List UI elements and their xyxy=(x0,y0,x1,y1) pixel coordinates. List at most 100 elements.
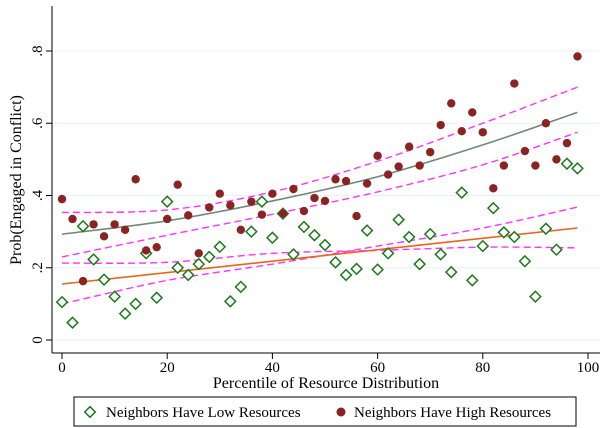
data-point-low-resources xyxy=(213,240,227,254)
data-point-low-resources xyxy=(202,250,216,264)
data-point-low-resources xyxy=(476,239,490,253)
x-tick-label: 100 xyxy=(577,360,600,376)
legend-marker-high xyxy=(336,407,346,417)
fit-lines xyxy=(61,111,578,285)
data-point-low-resources xyxy=(160,195,174,209)
data-point-high-resources xyxy=(499,161,509,170)
data-point-high-resources xyxy=(141,246,151,255)
data-point-high-resources xyxy=(120,225,130,235)
data-point-high-resources xyxy=(510,79,519,88)
data-point-high-resources xyxy=(478,128,487,137)
data-point-low-resources xyxy=(244,225,258,238)
fit-line xyxy=(61,227,578,285)
data-point-low-resources xyxy=(455,186,469,199)
y-tick-label: .6 xyxy=(30,117,46,129)
data-point-low-resources xyxy=(497,225,511,239)
ci-line xyxy=(61,206,578,305)
data-point-high-resources xyxy=(278,209,288,218)
data-point-high-resources xyxy=(552,155,561,164)
plot-area xyxy=(50,6,602,353)
data-point-low-resources xyxy=(308,228,321,242)
data-point-high-resources xyxy=(426,147,435,157)
axes xyxy=(51,6,600,354)
data-point-high-resources xyxy=(404,142,414,151)
y-tick-label: .8 xyxy=(30,45,46,56)
legend: Neighbors Have Low Resources Neighbors H… xyxy=(73,396,577,427)
data-point-low-resources xyxy=(266,231,279,245)
x-tick-label: 40 xyxy=(265,360,280,376)
data-point-high-resources xyxy=(341,176,351,186)
data-point-low-resources xyxy=(318,238,332,252)
ci-line xyxy=(61,86,578,214)
data-point-low-resources xyxy=(444,265,458,279)
x-axis-label: Percentile of Resource Distribution xyxy=(213,375,439,392)
x-tick-label: 0 xyxy=(58,360,66,376)
data-point-low-resources xyxy=(392,213,406,227)
data-point-high-resources xyxy=(531,161,540,170)
data-point-high-resources xyxy=(78,276,88,286)
data-point-high-resources xyxy=(289,184,298,194)
data-point-high-resources xyxy=(415,161,424,170)
y-tick-label: 0 xyxy=(30,336,46,344)
data-point-low-resources xyxy=(118,307,132,320)
legend-marker-low xyxy=(83,405,97,419)
data-point-high-resources xyxy=(215,189,224,198)
data-point-high-resources xyxy=(468,108,477,117)
data-point-high-resources xyxy=(573,52,582,61)
data-point-high-resources xyxy=(226,201,235,210)
y-ticks: 0 .2 .4 .6 .8 xyxy=(30,45,52,344)
data-point-high-resources xyxy=(89,220,98,229)
x-tick-label: 60 xyxy=(370,360,385,376)
data-point-high-resources xyxy=(236,225,246,235)
x-tick-label: 80 xyxy=(475,360,490,376)
data-point-low-resources xyxy=(223,294,237,308)
data-point-low-resources xyxy=(571,162,584,175)
data-point-low-resources xyxy=(539,222,553,236)
data-point-high-resources xyxy=(520,146,530,156)
data-point-high-resources xyxy=(247,197,256,206)
data-point-high-resources xyxy=(163,214,172,224)
data-point-high-resources xyxy=(184,211,193,220)
data-point-low-resources xyxy=(97,273,111,287)
data-point-high-resources xyxy=(99,232,109,241)
data-point-high-resources xyxy=(257,210,267,219)
data-point-low-resources xyxy=(423,227,437,241)
data-point-high-resources xyxy=(383,170,393,179)
data-point-high-resources xyxy=(173,180,182,189)
data-point-low-resources xyxy=(192,257,206,271)
data-point-high-resources xyxy=(320,196,330,206)
data-point-low-resources xyxy=(560,157,574,171)
data-point-high-resources xyxy=(268,189,277,198)
data-point-low-resources xyxy=(108,290,121,304)
data-point-high-resources xyxy=(310,193,319,203)
data-point-high-resources xyxy=(362,179,372,188)
data-point-low-resources xyxy=(287,248,300,261)
data-point-low-resources xyxy=(371,263,384,276)
data-point-high-resources xyxy=(352,211,361,221)
data-point-low-resources xyxy=(234,280,248,294)
y-axis-label: Prob(Engaged in Conflict) xyxy=(8,95,25,265)
data-point-high-resources xyxy=(331,175,340,184)
data-point-high-resources xyxy=(299,206,309,216)
data-point-high-resources xyxy=(110,220,119,229)
data-point-high-resources xyxy=(194,249,203,258)
data-point-low-resources xyxy=(434,248,448,261)
data-point-high-resources xyxy=(205,203,214,212)
legend-label-low: Neighbors Have Low Resources xyxy=(106,405,301,421)
data-point-low-resources xyxy=(150,291,164,305)
data-point-low-resources xyxy=(339,268,353,282)
data-point-high-resources xyxy=(68,214,77,224)
data-point-low-resources xyxy=(181,268,195,282)
gridlines xyxy=(52,50,600,341)
data-point-low-resources xyxy=(486,201,500,215)
x-tick-label: 20 xyxy=(160,360,175,376)
data-point-low-resources xyxy=(529,290,542,304)
data-point-high-resources xyxy=(457,126,466,136)
data-point-high-resources xyxy=(489,184,498,193)
y-tick-label: .4 xyxy=(30,189,46,201)
data-point-high-resources xyxy=(541,119,551,128)
data-point-low-resources xyxy=(329,255,342,269)
data-point-low-resources xyxy=(55,295,69,309)
data-point-low-resources xyxy=(350,262,363,276)
